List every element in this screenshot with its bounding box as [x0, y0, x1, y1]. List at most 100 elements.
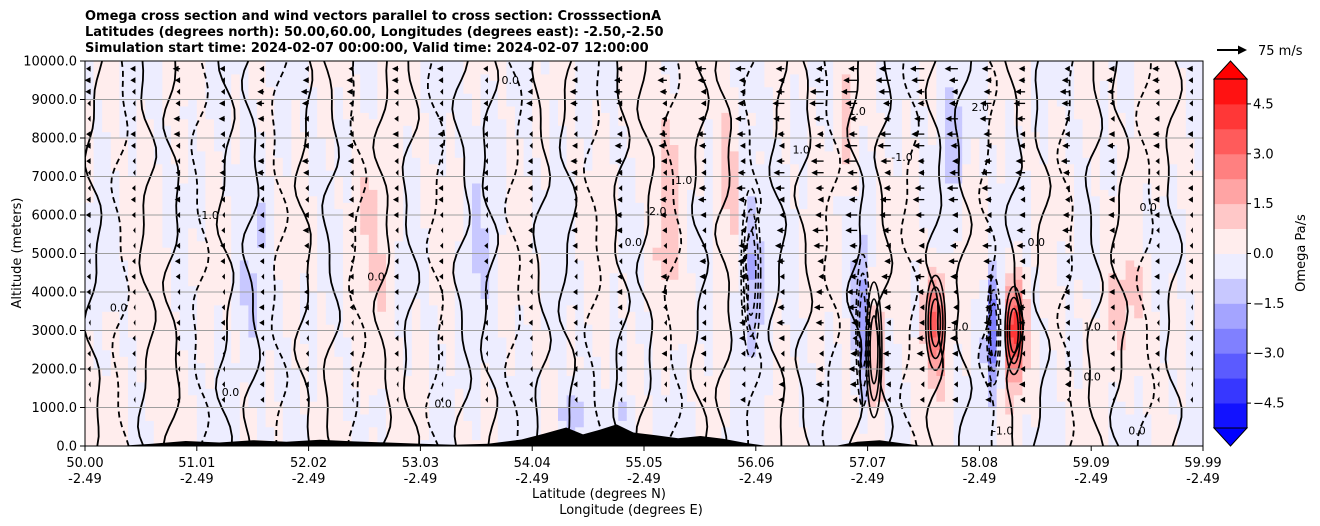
omega-cell — [360, 80, 370, 88]
omega-cell — [403, 202, 413, 210]
omega-cell — [497, 157, 507, 165]
omega-cell — [317, 394, 327, 402]
omega-cell — [102, 413, 112, 421]
omega-cell — [583, 317, 593, 325]
omega-cell — [575, 189, 585, 197]
omega-cell — [592, 259, 602, 267]
omega-cell — [497, 150, 507, 158]
omega-cell — [738, 125, 748, 133]
omega-cell — [257, 208, 267, 216]
omega-cell — [145, 202, 155, 210]
omega-cell — [532, 234, 542, 242]
omega-cell — [480, 420, 490, 428]
omega-cell — [145, 362, 155, 370]
omega-cell — [368, 324, 378, 332]
omega-cell — [231, 272, 241, 280]
omega-cell — [704, 330, 714, 338]
omega-cell — [119, 170, 129, 178]
omega-cell — [377, 343, 387, 351]
omega-cell — [110, 394, 120, 402]
omega-cell — [377, 413, 387, 421]
omega-cell — [626, 221, 636, 229]
omega-cell — [282, 298, 292, 306]
omega-cell — [463, 324, 473, 332]
omega-cell — [730, 99, 740, 107]
omega-cell — [162, 144, 172, 152]
omega-cell — [721, 86, 731, 94]
omega-cell — [377, 311, 387, 319]
omega-cell — [325, 375, 335, 383]
omega-cell — [196, 176, 206, 184]
omega-cell — [291, 407, 301, 415]
omega-cell — [609, 330, 619, 338]
omega-cell — [128, 401, 138, 409]
omega-cell — [325, 73, 335, 81]
omega-cell — [231, 170, 241, 178]
omega-cell — [334, 285, 344, 293]
omega-cell — [420, 163, 430, 171]
omega-cell — [308, 362, 318, 370]
omega-cell — [618, 189, 628, 197]
omega-cell — [635, 61, 645, 68]
omega-cell — [145, 285, 155, 293]
omega-cell — [446, 118, 456, 126]
omega-cell — [360, 317, 370, 325]
omega-cell — [644, 67, 654, 75]
omega-cell — [592, 221, 602, 229]
omega-cell — [626, 163, 636, 171]
omega-cell — [93, 176, 103, 184]
omega-cell — [489, 298, 499, 306]
omega-cell — [162, 272, 172, 280]
omega-cell — [790, 401, 800, 409]
omega-cell — [747, 433, 757, 441]
omega-cell — [583, 182, 593, 190]
omega-cell — [635, 266, 645, 274]
omega-cell — [274, 144, 284, 152]
omega-cell — [540, 176, 550, 184]
omega-cell — [755, 426, 765, 434]
omega-cell — [592, 285, 602, 293]
omega-cell — [136, 381, 146, 389]
omega-cell — [532, 394, 542, 402]
omega-cell — [317, 240, 327, 248]
omega-cell — [231, 298, 241, 306]
omega-cell — [420, 189, 430, 197]
omega-cell — [300, 324, 310, 332]
omega-cell — [93, 336, 103, 344]
omega-cell — [360, 272, 370, 280]
omega-cell — [437, 285, 447, 293]
omega-cell — [446, 61, 456, 68]
omega-cell — [145, 234, 155, 242]
omega-cell — [110, 272, 120, 280]
omega-cell — [411, 285, 421, 293]
omega-cell — [282, 343, 292, 351]
omega-cell — [489, 388, 499, 396]
omega-cell — [635, 401, 645, 409]
omega-cell — [489, 401, 499, 409]
omega-cell — [300, 73, 310, 81]
omega-cell — [93, 298, 103, 306]
omega-cell — [411, 157, 421, 165]
omega-cell — [687, 182, 697, 190]
omega-cell — [85, 93, 95, 101]
omega-cell — [377, 150, 387, 158]
omega-cell — [282, 394, 292, 402]
omega-cell — [644, 176, 654, 184]
omega-cell — [687, 189, 697, 197]
omega-cell — [248, 112, 258, 120]
omega-cell — [695, 99, 705, 107]
omega-cell — [575, 426, 585, 434]
omega-cell — [626, 413, 636, 421]
omega-cell — [472, 157, 482, 165]
omega-cell — [325, 362, 335, 370]
omega-cell — [351, 426, 361, 434]
omega-cell — [583, 73, 593, 81]
omega-cell — [119, 272, 129, 280]
omega-cell — [265, 138, 275, 145]
omega-cell — [136, 234, 146, 242]
omega-cell — [274, 324, 284, 332]
omega-cell — [205, 343, 215, 351]
omega-cell — [781, 426, 791, 434]
omega-cell — [790, 272, 800, 280]
omega-cell — [704, 253, 714, 261]
